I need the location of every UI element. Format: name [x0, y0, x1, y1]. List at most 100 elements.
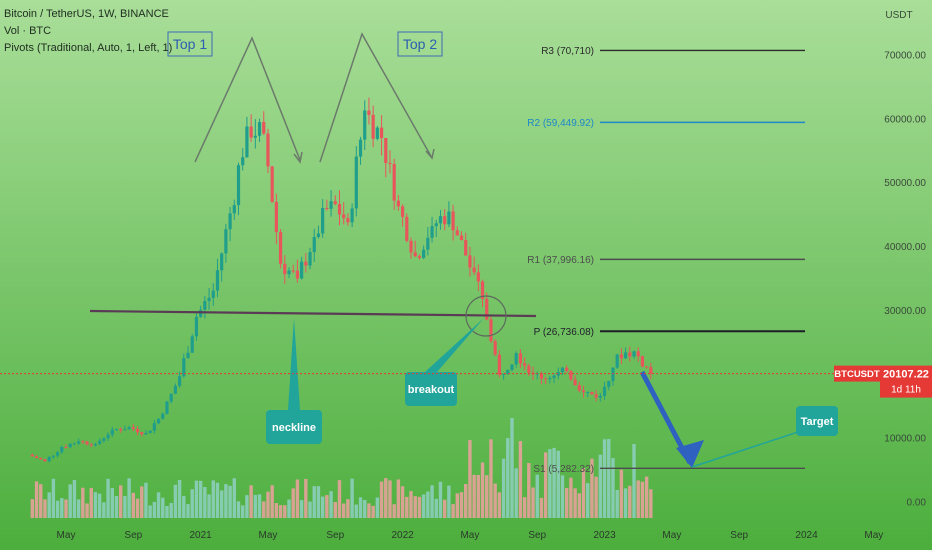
- volume-bar: [644, 476, 649, 518]
- volume-bar: [161, 497, 165, 518]
- volume-bar: [564, 488, 569, 518]
- time-tick-label: 2021: [190, 530, 213, 541]
- candle-body: [220, 253, 224, 271]
- volume-bar: [594, 476, 598, 518]
- price-tick-label: 30000.00: [884, 306, 926, 317]
- legend-volume[interactable]: Vol · BTC: [4, 25, 52, 37]
- volume-bar: [169, 502, 173, 518]
- time-tick-label: May: [662, 530, 681, 541]
- candle-body: [329, 201, 333, 209]
- candle-body: [215, 270, 220, 291]
- volume-bar: [68, 484, 72, 518]
- candle-body: [114, 428, 119, 430]
- volume-bar: [430, 485, 434, 518]
- legend-symbol[interactable]: Bitcoin / TetherUS, 1W, BINANCE: [4, 8, 169, 20]
- volume-bar: [135, 498, 140, 518]
- candle-body: [409, 240, 413, 253]
- candle-body: [363, 110, 367, 140]
- candles[interactable]: [30, 97, 653, 463]
- volume-bar: [232, 478, 236, 518]
- top2-box: [397, 31, 443, 57]
- legend-pivots[interactable]: Pivots (Traditional, Auto, 1, Left, 1): [4, 42, 173, 54]
- top1-label: Top 1: [173, 36, 207, 52]
- price-tick-label: 70000.00: [884, 51, 926, 62]
- time-tick-label: 2023: [593, 530, 616, 541]
- candle-body: [228, 213, 232, 230]
- volume-bar: [194, 480, 199, 518]
- candle-body: [55, 452, 60, 456]
- candle-body: [459, 235, 464, 241]
- candle-body: [455, 230, 459, 236]
- candle-body: [552, 375, 556, 379]
- symbol-tag-label: BTCUSDT: [834, 369, 880, 380]
- candle-body: [413, 252, 417, 257]
- volume-bar: [485, 475, 489, 518]
- candle-body: [178, 376, 182, 386]
- volume-bar: [114, 495, 119, 518]
- volume-bar: [346, 499, 350, 518]
- volume-bar: [55, 500, 60, 518]
- volume-bar: [186, 504, 190, 518]
- volume-bar: [514, 468, 518, 518]
- volume-bar: [291, 488, 295, 518]
- candle-body: [257, 122, 262, 136]
- time-axis[interactable]: May Sep 2021 May Sep 2022 May Sep 2023 May Sep 2024…: [57, 530, 884, 541]
- candle-body: [148, 430, 152, 434]
- candle-body: [110, 429, 114, 435]
- volume-bar: [190, 489, 194, 518]
- volume-bar: [118, 485, 123, 518]
- breakout-box: [405, 372, 457, 406]
- candle-body: [443, 216, 447, 225]
- volume-bar: [316, 486, 321, 518]
- candle-body: [422, 249, 426, 258]
- candle-body: [68, 443, 72, 448]
- candle-body: [43, 459, 47, 462]
- candle-body: [485, 298, 489, 320]
- volume-bar: [586, 483, 590, 518]
- volume-bar: [152, 501, 157, 518]
- volume-bar: [581, 467, 586, 518]
- volume-bar: [341, 503, 346, 518]
- volume-bar: [81, 487, 85, 518]
- price-tick-label: 10000.00: [884, 434, 926, 445]
- symbol-tag: [834, 365, 880, 382]
- volume-bar: [510, 418, 514, 518]
- volume-bar: [518, 441, 523, 518]
- candle-body: [169, 393, 173, 402]
- neckline-line: [89, 309, 537, 318]
- time-tick-label: May: [864, 530, 883, 541]
- candle-body: [645, 366, 649, 368]
- target-box: [796, 406, 838, 436]
- time-tick-label: Sep: [326, 530, 344, 541]
- volume-bar: [493, 483, 497, 518]
- volume-bar: [257, 494, 262, 518]
- candle-body: [489, 319, 493, 342]
- price-tag: [880, 365, 932, 398]
- price-axis[interactable]: USDT 70000.00 60000.00 50000.00 40000.00 3000…: [834, 10, 932, 509]
- candle-body: [321, 208, 325, 234]
- candle-body: [81, 441, 85, 443]
- volume-bar: [396, 479, 401, 518]
- candle-body: [236, 165, 241, 206]
- candle-body: [640, 356, 645, 367]
- volume-bar: [459, 492, 464, 518]
- candle-body: [152, 423, 156, 431]
- volume-bar: [287, 499, 291, 518]
- candle-body: [518, 353, 523, 364]
- candle-body: [278, 232, 283, 264]
- neckline-box: [266, 410, 322, 444]
- candle-body: [119, 428, 123, 431]
- candle-body: [194, 316, 199, 337]
- time-tick-label: May: [460, 530, 479, 541]
- volume-bar: [278, 505, 283, 518]
- volume-bar: [577, 493, 582, 518]
- volume-bar: [649, 489, 653, 518]
- candle-body: [379, 127, 384, 139]
- volume-bar: [34, 481, 39, 518]
- volume-bar: [472, 474, 476, 518]
- pivot-label: R3 (70,710): [541, 46, 594, 57]
- time-tick-label: Sep: [730, 530, 748, 541]
- candle-body: [283, 263, 287, 275]
